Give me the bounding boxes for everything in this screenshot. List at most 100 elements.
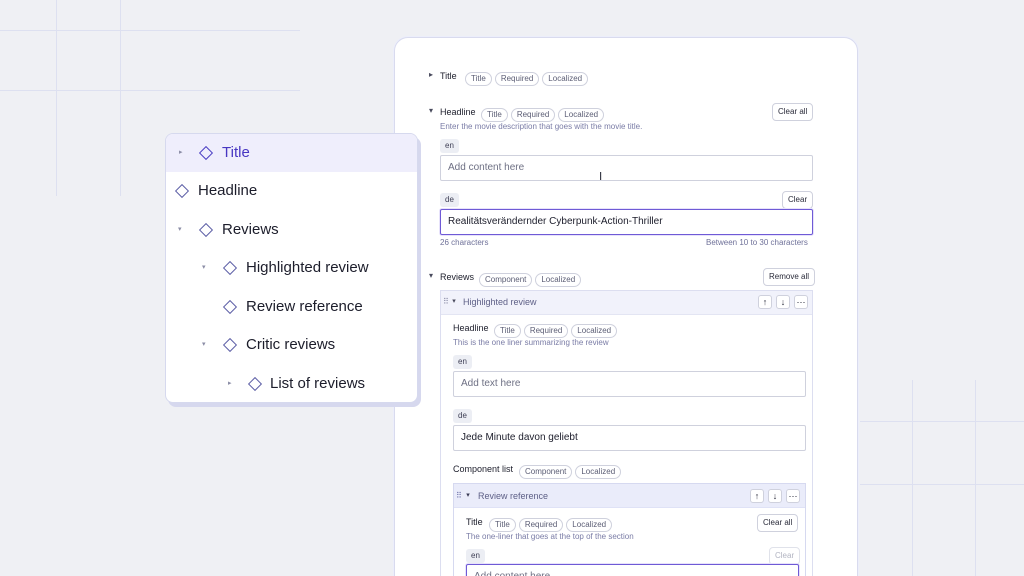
tag-title: Title xyxy=(481,108,508,122)
reference-title-tags: Title Required Localized xyxy=(489,514,615,532)
lang-badge-de: de xyxy=(453,409,472,423)
move-up-icon[interactable]: ↑ xyxy=(758,295,772,309)
title-field-tags: Title Required Localized xyxy=(465,68,591,86)
collapse-caret-icon[interactable]: ▾ xyxy=(202,341,206,348)
character-count: 26 characters xyxy=(440,238,489,247)
character-limit: Between 10 to 30 characters xyxy=(706,238,808,247)
reference-hint: The one-liner that goes at the top of th… xyxy=(466,532,634,541)
drag-handle-icon[interactable]: ⠿ xyxy=(443,297,449,306)
review-reference-component: ⠿ ▾ Review reference ↑ ↓ ⋯ Title Title Re… xyxy=(453,483,806,576)
move-down-icon[interactable]: ↓ xyxy=(768,489,782,503)
tag-localized: Localized xyxy=(575,465,622,479)
text-cursor-icon: I xyxy=(599,170,603,183)
tree-item-label: List of reviews xyxy=(270,375,366,392)
tag-localized: Localized xyxy=(558,108,605,122)
tree-item-headline[interactable]: Headline xyxy=(166,172,417,210)
collapse-caret-icon[interactable]: ▾ xyxy=(178,226,182,233)
highlighted-review-component: ⠿ ▾ Highlighted review ↑ ↓ ⋯ Headline Ti… xyxy=(440,290,813,576)
tree-item-title[interactable]: ▸ Title xyxy=(166,134,417,172)
headline-clear-all-button[interactable]: Clear all xyxy=(772,103,814,121)
headline-field-label: Headline xyxy=(440,107,476,117)
expand-caret-icon[interactable]: ▸ xyxy=(228,380,232,387)
tag-required: Required xyxy=(510,108,556,122)
move-up-icon[interactable]: ↑ xyxy=(750,489,764,503)
nested-headline-tags: Title Required Localized xyxy=(494,320,620,338)
tag-localized: Localized xyxy=(566,518,613,532)
nested-headline-en-input[interactable]: Add text here xyxy=(453,371,806,397)
lang-badge-en: en xyxy=(466,549,485,563)
component-header xyxy=(441,291,812,315)
more-options-icon[interactable]: ⋯ xyxy=(786,489,800,503)
collapse-caret-icon[interactable]: ▾ xyxy=(466,492,470,499)
drag-handle-icon[interactable]: ⠿ xyxy=(456,491,462,500)
tree-item-review-reference[interactable]: Review reference xyxy=(166,288,417,326)
collapse-caret-icon[interactable]: ▾ xyxy=(428,106,433,115)
grid-line xyxy=(860,421,1024,422)
reference-en-clear-button[interactable]: Clear xyxy=(769,547,801,565)
tree-item-label: Highlighted review xyxy=(246,259,369,276)
expand-caret-icon[interactable]: ▸ xyxy=(179,149,183,156)
tag-required: Required xyxy=(494,72,540,86)
grid-line xyxy=(56,0,57,196)
collapse-caret-icon[interactable]: ▾ xyxy=(428,271,433,280)
tree-item-highlighted-review[interactable]: ▾ Highlighted review xyxy=(166,249,417,287)
collapse-caret-icon[interactable]: ▾ xyxy=(452,298,456,305)
diamond-icon xyxy=(198,222,214,238)
diamond-icon xyxy=(174,183,190,199)
content-editor-panel: ▸ Title Title Required Localized ▾ Headlin… xyxy=(394,37,858,576)
tree-item-label: Title xyxy=(222,144,250,161)
tag-localized: Localized xyxy=(571,324,618,338)
component-title: Highlighted review xyxy=(463,297,537,307)
component-list-label: Component list xyxy=(453,464,514,474)
component-list-tags: Component Localized xyxy=(519,461,624,479)
tree-item-label: Review reference xyxy=(246,298,363,315)
title-field-label: Title xyxy=(440,71,457,81)
diamond-icon xyxy=(222,337,238,353)
more-options-icon[interactable]: ⋯ xyxy=(794,295,808,309)
tag-title: Title xyxy=(489,518,516,532)
headline-de-clear-button[interactable]: Clear xyxy=(782,191,814,209)
grid-line xyxy=(912,380,913,576)
component-title: Review reference xyxy=(478,491,549,501)
reviews-field-label: Reviews xyxy=(440,272,475,282)
tag-title: Title xyxy=(494,324,521,338)
reference-clear-all-button[interactable]: Clear all xyxy=(757,514,799,532)
headline-de-input[interactable]: Realitätsverändernder Cyberpunk-Action-T… xyxy=(440,209,813,235)
tree-item-list-of-reviews[interactable]: ▸ List of reviews xyxy=(166,365,417,402)
headline-field-tags: Title Required Localized xyxy=(481,104,607,122)
lang-badge-en: en xyxy=(453,355,472,369)
nested-headline-hint: This is the one liner summarizing the re… xyxy=(453,338,609,347)
tag-required: Required xyxy=(523,324,569,338)
move-down-icon[interactable]: ↓ xyxy=(776,295,790,309)
grid-line xyxy=(860,484,1024,485)
grid-line xyxy=(975,380,976,576)
tag-title: Title xyxy=(465,72,492,86)
diamond-icon xyxy=(198,145,214,161)
lang-badge-en: en xyxy=(440,139,459,153)
tree-item-label: Reviews xyxy=(222,221,279,238)
lang-badge-de: de xyxy=(440,193,459,207)
diamond-icon xyxy=(247,376,263,392)
grid-line xyxy=(120,0,121,196)
nested-headline-label: Headline xyxy=(453,323,489,333)
grid-line xyxy=(0,90,300,91)
diamond-icon xyxy=(222,299,238,315)
diamond-icon xyxy=(222,260,238,276)
tag-required: Required xyxy=(518,518,564,532)
tag-localized: Localized xyxy=(542,72,589,86)
reviews-remove-all-button[interactable]: Remove all xyxy=(763,268,816,286)
headline-hint: Enter the movie description that goes wi… xyxy=(440,122,643,131)
collapse-caret-icon[interactable]: ▾ xyxy=(202,264,206,271)
tag-component: Component xyxy=(519,465,573,479)
tag-localized: Localized xyxy=(535,273,582,287)
tag-component: Component xyxy=(479,273,533,287)
headline-en-input[interactable]: Add content here xyxy=(440,155,813,181)
tree-item-critic-reviews[interactable]: ▾ Critic reviews xyxy=(166,326,417,364)
tree-item-label: Critic reviews xyxy=(246,336,336,353)
tree-item-label: Headline xyxy=(198,182,258,199)
reference-en-input[interactable]: Add content here xyxy=(466,564,799,576)
grid-line xyxy=(0,30,300,31)
expand-caret-icon[interactable]: ▸ xyxy=(428,70,433,79)
tree-item-reviews[interactable]: ▾ Reviews xyxy=(166,211,417,249)
nested-headline-de-input[interactable]: Jede Minute davon geliebt xyxy=(453,425,806,451)
